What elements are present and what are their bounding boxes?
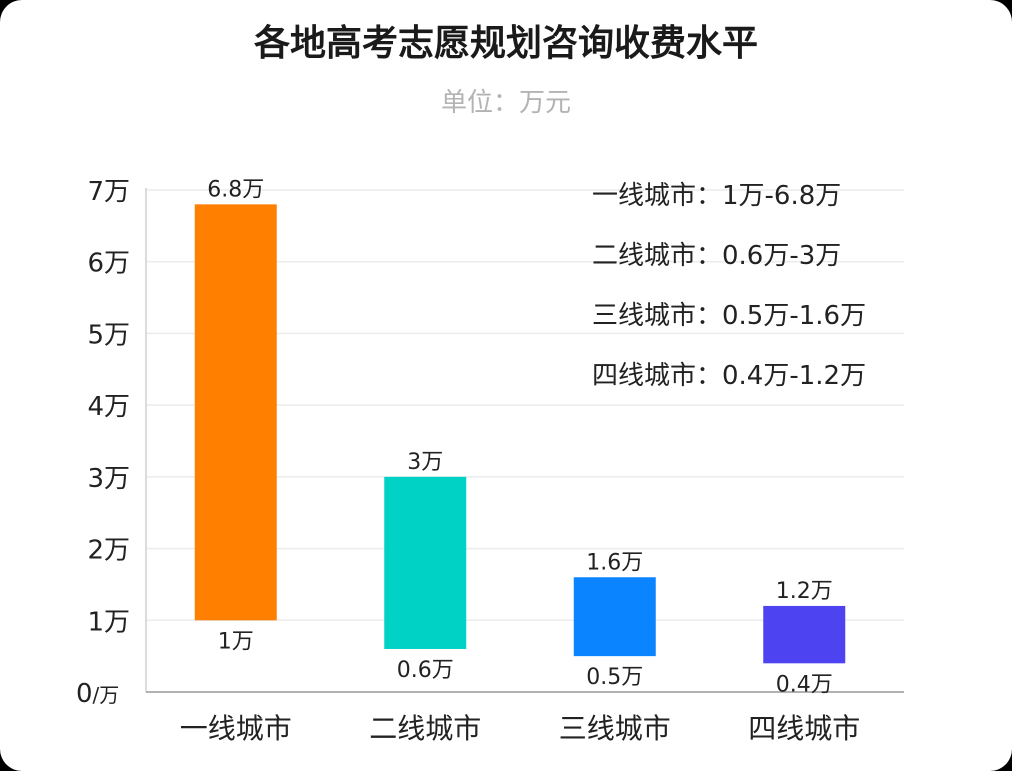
x-tick-label: 一线城市 <box>180 712 292 745</box>
x-tick-label: 三线城市 <box>559 712 671 745</box>
x-tick-label: 二线城市 <box>369 712 481 745</box>
y-tick-label: 6万 <box>87 249 130 279</box>
legend-item-tier2: 二线城市：0.6万-3万 <box>592 241 842 271</box>
bar-high-label: 1.2万 <box>776 579 833 604</box>
bar <box>384 476 467 649</box>
bar <box>194 204 277 621</box>
y-tick-label: 4万 <box>87 392 130 422</box>
chart-subtitle: 单位：万元 <box>440 88 571 118</box>
bar-high-label: 6.8万 <box>207 177 264 202</box>
x-tick-label: 四线城市 <box>748 712 860 745</box>
bar-high-label: 3万 <box>407 450 443 475</box>
legend-item-tier1: 一线城市：1万-6.8万 <box>592 181 842 211</box>
y-tick-label: 0/万 <box>76 679 119 709</box>
y-tick-label: 3万 <box>87 464 130 494</box>
bar-high-label: 1.6万 <box>586 550 643 575</box>
legend-item-tier3: 三线城市：0.5万-1.6万 <box>592 301 867 331</box>
y-tick-label: 1万 <box>87 607 130 637</box>
legend-item-tier4: 四线城市：0.4万-1.2万 <box>592 361 867 391</box>
chart-title: 各地高考志愿规划咨询收费水平 <box>253 23 758 64</box>
bar-low-label: 0.6万 <box>397 658 454 683</box>
y-tick-label: 2万 <box>87 536 130 566</box>
range-legend: 一线城市：1万-6.8万 二线城市：0.6万-3万 三线城市：0.5万-1.6万… <box>592 178 866 418</box>
bar <box>573 577 656 657</box>
bar-low-label: 0.4万 <box>776 672 833 697</box>
y-tick-label: 5万 <box>87 320 130 350</box>
bar <box>763 605 846 664</box>
y-tick-label: 7万 <box>87 177 130 207</box>
bar-low-label: 1万 <box>218 629 254 654</box>
bar-low-label: 0.5万 <box>586 665 643 690</box>
